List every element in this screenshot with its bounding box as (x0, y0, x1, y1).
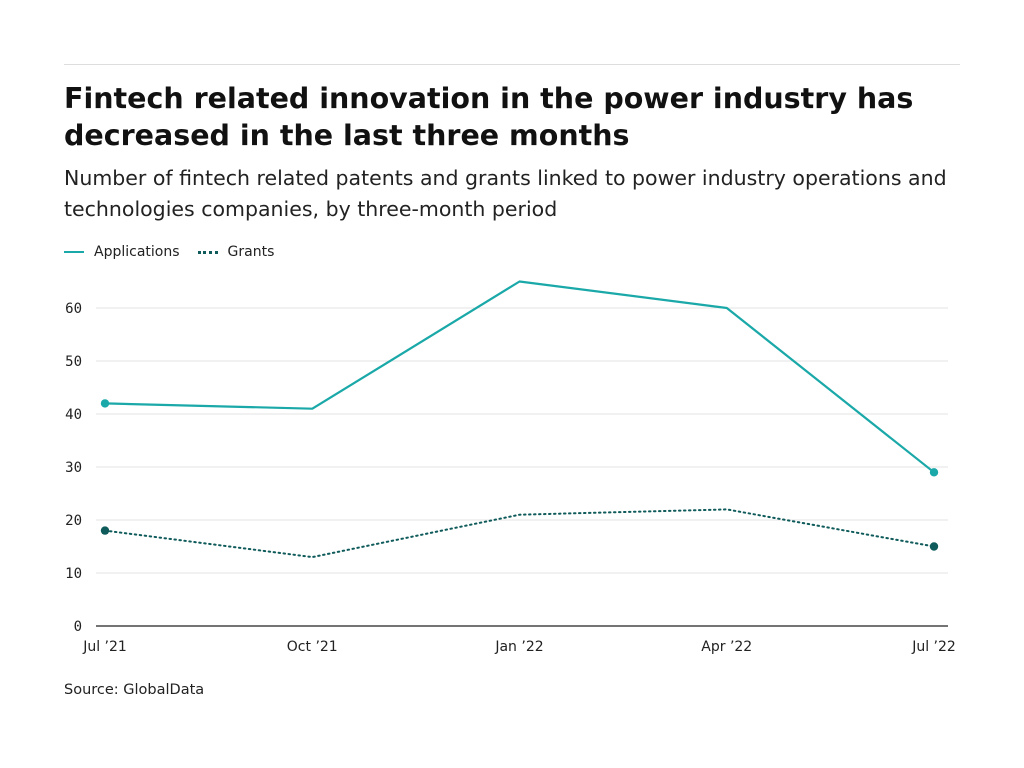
source-note: Source: GlobalData (64, 682, 205, 698)
y-tick-label-40: 40 (65, 407, 82, 423)
x-tick-label-0: Jul ’21 (82, 639, 127, 655)
legend-label-grants: Grants (227, 244, 275, 260)
data-point-applications-0 (100, 399, 110, 408)
chart-title: Fintech related innovation in the power … (64, 82, 914, 152)
legend-swatch-applications (64, 251, 84, 253)
series-line-grants (104, 508, 935, 559)
x-tick-label-3: Apr ’22 (701, 639, 752, 655)
y-tick-label-20: 20 (65, 513, 82, 529)
data-point-applications-4 (929, 468, 939, 477)
legend-item-grants: Grants (197, 244, 275, 260)
x-tick-label-1: Oct ’21 (287, 639, 338, 655)
data-point-grants-4 (929, 542, 939, 551)
top-divider (64, 64, 960, 65)
chart-subtitle: Number of fintech related patents and gr… (64, 166, 947, 221)
y-tick-label-60: 60 (65, 301, 82, 317)
legend-swatch-grants (197, 250, 218, 254)
data-point-grants-0 (100, 526, 110, 535)
legend-item-applications: Applications (64, 244, 180, 260)
y-tick-label-0: 0 (74, 619, 82, 635)
y-tick-label-10: 10 (65, 566, 82, 582)
x-tick-label-2: Jan ’22 (494, 639, 543, 655)
y-tick-label-50: 50 (65, 354, 82, 370)
series-line-applications (103, 280, 936, 474)
legend: Applications Grants (64, 242, 292, 262)
y-tick-label-30: 30 (65, 460, 82, 476)
legend-label-applications: Applications (94, 244, 180, 260)
x-tick-label-4: Jul ’22 (911, 639, 956, 655)
